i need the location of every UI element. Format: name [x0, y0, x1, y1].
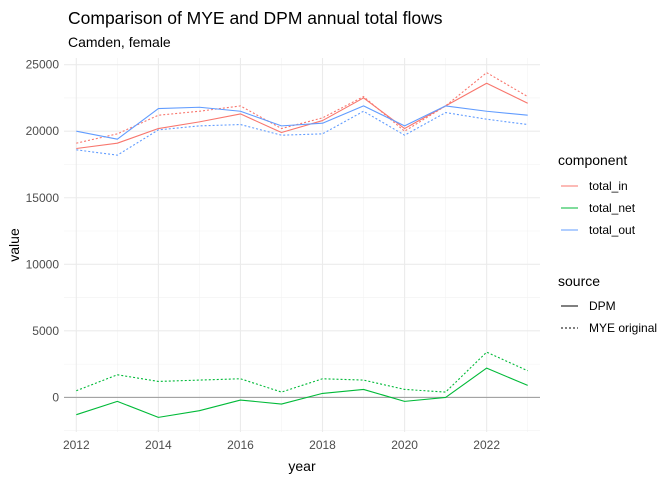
y-axis-title: value	[6, 228, 22, 262]
y-tick-label: 20000	[26, 124, 60, 138]
plot-panel: 2012 2014 2016 2018 2020 2022 0 5000 10000 15000 2…	[26, 58, 540, 452]
series-line-total-out-dpm	[76, 105, 528, 140]
x-axis-title: year	[288, 458, 316, 474]
legend: component total_in total_net total_outsourc…	[558, 152, 657, 335]
x-tick-label: 2014	[145, 438, 172, 452]
chart-subtitle: Camden, female	[68, 34, 171, 50]
x-tick-label: 2020	[391, 438, 418, 452]
x-tick-label: 2016	[227, 438, 254, 452]
legend-label-dpm: DPM	[589, 299, 616, 313]
series-line-total-net-mye-original	[76, 351, 528, 393]
legend-label-mye-original: MYE original	[589, 321, 657, 335]
x-tick-label: 2018	[309, 438, 336, 452]
series-line-total-in-mye-original	[76, 72, 528, 144]
legend-title-source: source	[558, 273, 600, 289]
y-tick-label: 0	[52, 390, 59, 404]
legend-label-total-net: total_net	[589, 201, 636, 215]
legend-label-total-in: total_in	[589, 179, 628, 193]
x-tick-label: 2012	[63, 438, 90, 452]
x-tick-label: 2022	[473, 438, 500, 452]
legend-title-component: component	[558, 152, 627, 168]
y-tick-label: 5000	[32, 324, 59, 338]
legend-label-total-out: total_out	[589, 223, 636, 237]
series-line-total-net-dpm	[76, 367, 528, 418]
chart-title: Comparison of MYE and DPM annual total f…	[68, 8, 443, 28]
series-line-total-out-mye-original	[76, 110, 528, 156]
series-line-total-in-dpm	[76, 82, 528, 150]
y-tick-label: 10000	[26, 257, 60, 271]
y-tick-label: 25000	[26, 58, 60, 72]
y-tick-label: 15000	[26, 191, 60, 205]
